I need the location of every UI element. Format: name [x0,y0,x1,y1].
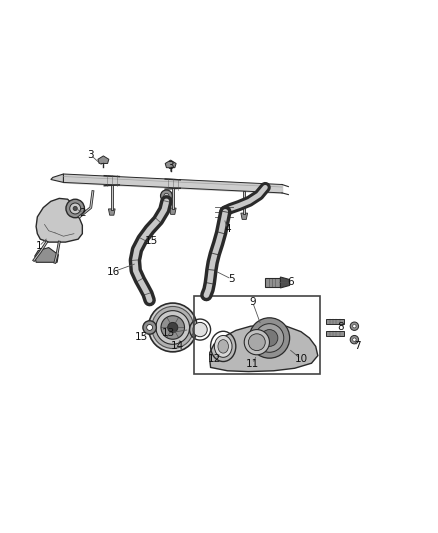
Polygon shape [265,278,280,287]
Bar [326,331,344,336]
Text: 6: 6 [287,278,294,287]
Text: 11: 11 [246,359,259,369]
Circle shape [161,316,184,339]
Text: 3: 3 [167,160,174,171]
Circle shape [156,311,190,344]
Polygon shape [51,174,64,182]
Bar [326,319,344,324]
Text: 16: 16 [107,266,120,277]
Circle shape [161,190,172,202]
Polygon shape [170,208,176,214]
Circle shape [353,325,356,328]
Text: 1: 1 [36,241,42,252]
Circle shape [261,329,278,346]
Circle shape [143,321,156,334]
Text: 7: 7 [354,342,361,351]
Circle shape [70,203,81,214]
Text: 13: 13 [162,328,175,338]
Text: 15: 15 [134,332,148,342]
Circle shape [244,329,269,355]
Circle shape [147,325,152,330]
Circle shape [66,199,85,217]
Circle shape [350,322,359,330]
Circle shape [148,303,197,352]
Circle shape [255,324,284,352]
Circle shape [193,322,207,337]
Text: 15: 15 [145,236,159,246]
Text: 12: 12 [208,354,222,364]
Polygon shape [280,277,290,288]
Bar [194,296,320,374]
Circle shape [249,318,290,358]
Circle shape [248,334,265,351]
Circle shape [164,193,169,198]
Text: 14: 14 [170,342,184,351]
Text: 9: 9 [249,297,256,307]
Text: 4: 4 [224,224,231,233]
Text: 2: 2 [79,208,86,217]
Polygon shape [241,213,247,220]
Text: 5: 5 [228,274,235,284]
Polygon shape [98,156,109,164]
Text: 3: 3 [88,150,94,160]
Polygon shape [36,198,82,242]
Circle shape [350,335,359,344]
Polygon shape [109,209,115,215]
Circle shape [152,306,194,349]
Polygon shape [35,247,58,262]
Circle shape [353,338,356,341]
Text: 8: 8 [338,322,344,333]
Ellipse shape [214,335,232,357]
Polygon shape [165,160,176,168]
Ellipse shape [218,340,229,353]
Circle shape [73,206,77,211]
Circle shape [168,322,178,333]
Polygon shape [210,325,318,372]
Text: 10: 10 [294,354,307,364]
